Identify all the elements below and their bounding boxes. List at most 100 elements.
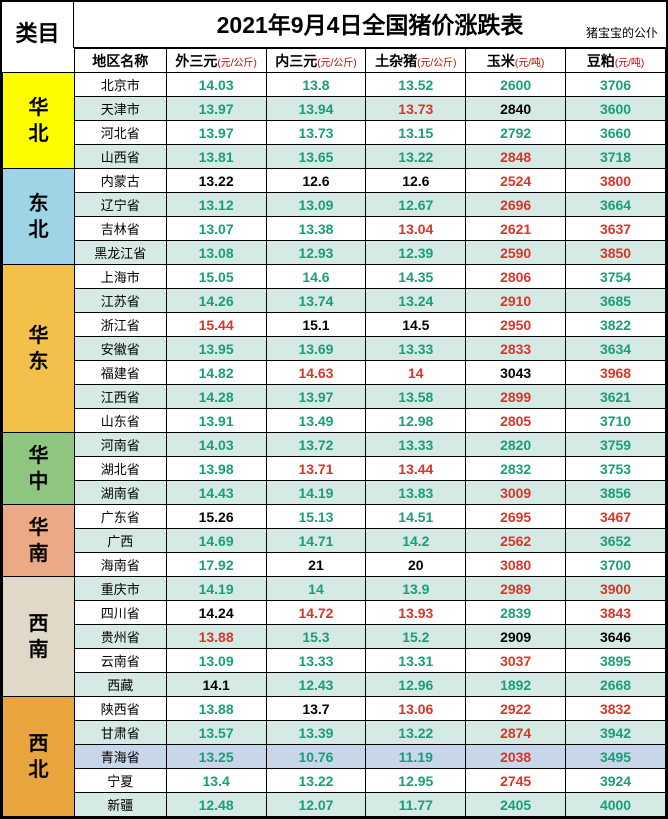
value-cell: 13.97 <box>266 385 366 409</box>
value-cell: 12.96 <box>366 673 466 697</box>
value-cell: 1892 <box>466 673 566 697</box>
value-cell: 13.95 <box>166 337 266 361</box>
value-cell: 3754 <box>566 265 666 289</box>
region-cell: 青海省 <box>74 745 166 769</box>
value-cell: 13.09 <box>266 193 366 217</box>
value-cell: 2562 <box>466 529 566 553</box>
value-cell: 14.82 <box>166 361 266 385</box>
value-cell: 2820 <box>466 433 566 457</box>
value-cell: 3900 <box>566 577 666 601</box>
value-cell: 3942 <box>566 721 666 745</box>
region-cell: 内蒙古 <box>74 169 166 193</box>
col-label: 外三元 <box>175 53 217 69</box>
table-row: 华中河南省14.0313.7213.3328203759 <box>3 433 666 457</box>
region-cell: 贵州省 <box>74 625 166 649</box>
value-cell: 13.97 <box>166 121 266 145</box>
value-cell: 14.35 <box>366 265 466 289</box>
region-cell: 天津市 <box>74 97 166 121</box>
region-cell: 江西省 <box>74 385 166 409</box>
value-cell: 13.88 <box>166 697 266 721</box>
value-cell: 3646 <box>566 625 666 649</box>
region-cell: 北京市 <box>74 73 166 97</box>
col-header: 豆粕(元/吨) <box>566 49 666 73</box>
value-cell: 14.19 <box>166 577 266 601</box>
group-cell: 西南 <box>3 577 75 697</box>
table-row: 青海省13.2510.7611.1920383495 <box>3 745 666 769</box>
value-cell: 2910 <box>466 289 566 313</box>
value-cell: 21 <box>266 553 366 577</box>
header-empty <box>3 49 75 73</box>
col-header: 玉米(元/吨) <box>466 49 566 73</box>
region-cell: 湖南省 <box>74 481 166 505</box>
value-cell: 13.74 <box>266 289 366 313</box>
value-cell: 14.03 <box>166 433 266 457</box>
value-cell: 14.43 <box>166 481 266 505</box>
value-cell: 14.6 <box>266 265 366 289</box>
value-cell: 15.1 <box>266 313 366 337</box>
value-cell: 13.4 <box>166 769 266 793</box>
value-cell: 10.76 <box>266 745 366 769</box>
value-cell: 3080 <box>466 553 566 577</box>
col-label: 内三元 <box>275 53 317 69</box>
data-table: 地区名称外三元(元/公斤)内三元(元/公斤)土杂猪(元/公斤)玉米(元/吨)豆粕… <box>2 48 666 817</box>
value-cell: 11.19 <box>366 745 466 769</box>
table-row: 天津市13.9713.9413.7328403600 <box>3 97 666 121</box>
value-cell: 3753 <box>566 457 666 481</box>
table-row: 四川省14.2414.7213.9328393843 <box>3 601 666 625</box>
region-cell: 西藏 <box>74 673 166 697</box>
value-cell: 17.92 <box>166 553 266 577</box>
table-row: 湖南省14.4314.1913.8330093856 <box>3 481 666 505</box>
value-cell: 14.28 <box>166 385 266 409</box>
value-cell: 2695 <box>466 505 566 529</box>
value-cell: 2909 <box>466 625 566 649</box>
value-cell: 13.8 <box>266 73 366 97</box>
col-unit: (元/公斤) <box>217 58 256 69</box>
group-cell: 东北 <box>3 169 75 265</box>
table-row: 西藏14.112.4312.9618922668 <box>3 673 666 697</box>
value-cell: 13.69 <box>266 337 366 361</box>
value-cell: 2833 <box>466 337 566 361</box>
value-cell: 3832 <box>566 697 666 721</box>
value-cell: 15.2 <box>366 625 466 649</box>
table-body: 华北北京市14.0313.813.5226003706天津市13.9713.94… <box>3 73 666 817</box>
table-row: 西北陕西省13.8813.713.0629223832 <box>3 697 666 721</box>
value-cell: 13.72 <box>266 433 366 457</box>
value-cell: 13.49 <box>266 409 366 433</box>
value-cell: 13.33 <box>266 649 366 673</box>
value-cell: 2696 <box>466 193 566 217</box>
value-cell: 3856 <box>566 481 666 505</box>
table-row: 安徽省13.9513.6913.3328333634 <box>3 337 666 361</box>
table-row: 华南广东省15.2615.1314.5126953467 <box>3 505 666 529</box>
value-cell: 13.94 <box>266 97 366 121</box>
value-cell: 12.67 <box>366 193 466 217</box>
value-cell: 3968 <box>566 361 666 385</box>
value-cell: 13.81 <box>166 145 266 169</box>
value-cell: 13.52 <box>366 73 466 97</box>
region-cell: 河南省 <box>74 433 166 457</box>
value-cell: 13.38 <box>266 217 366 241</box>
value-cell: 3895 <box>566 649 666 673</box>
value-cell: 3637 <box>566 217 666 241</box>
value-cell: 13.91 <box>166 409 266 433</box>
value-cell: 14.72 <box>266 601 366 625</box>
region-cell: 广西 <box>74 529 166 553</box>
table-row: 贵州省13.8815.315.229093646 <box>3 625 666 649</box>
region-cell: 广东省 <box>74 505 166 529</box>
table-row: 华东上海市15.0514.614.3528063754 <box>3 265 666 289</box>
value-cell: 13.83 <box>366 481 466 505</box>
value-cell: 13.93 <box>366 601 466 625</box>
value-cell: 2832 <box>466 457 566 481</box>
value-cell: 14.1 <box>166 673 266 697</box>
table-row: 西南重庆市14.191413.929893900 <box>3 577 666 601</box>
value-cell: 12.95 <box>366 769 466 793</box>
value-cell: 14 <box>266 577 366 601</box>
region-cell: 江苏省 <box>74 289 166 313</box>
value-cell: 2792 <box>466 121 566 145</box>
value-cell: 3664 <box>566 193 666 217</box>
value-cell: 2989 <box>466 577 566 601</box>
value-cell: 15.3 <box>266 625 366 649</box>
value-cell: 14.71 <box>266 529 366 553</box>
value-cell: 3037 <box>466 649 566 673</box>
value-cell: 3467 <box>566 505 666 529</box>
value-cell: 13.58 <box>366 385 466 409</box>
